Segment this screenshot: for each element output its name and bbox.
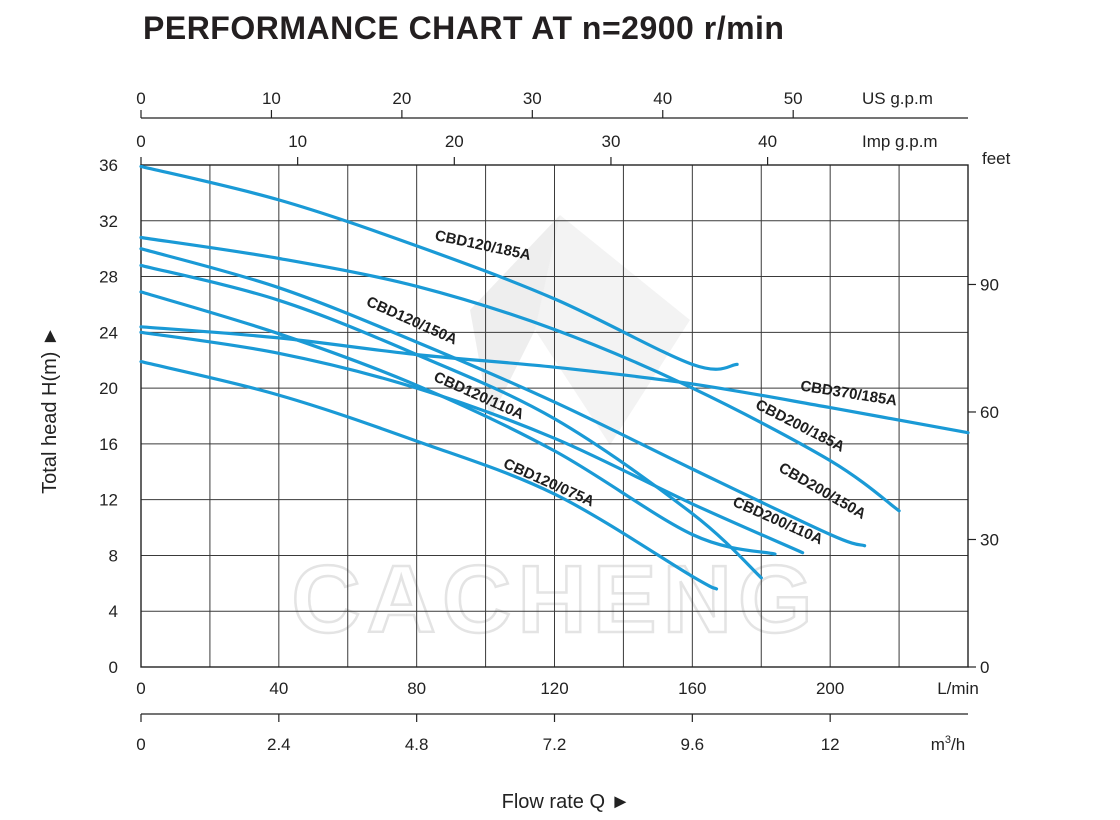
series-label-cbd200-150a: CBD200/150A — [776, 459, 869, 523]
impgpm-tick-label: 0 — [136, 132, 145, 151]
y-tick-label: 36 — [99, 156, 118, 175]
feet-tick-label: 60 — [980, 403, 999, 422]
series-line-cbd200-185a — [139, 235, 901, 513]
plot-frame — [140, 164, 969, 668]
y-tick-label: 28 — [99, 268, 118, 287]
usgpm-tick-label: 10 — [262, 89, 281, 108]
x-unit-label: L/min — [937, 679, 979, 698]
m3h-tick-label: 12 — [821, 735, 840, 754]
impgpm-tick-label: 20 — [445, 132, 464, 151]
series-label-cbd120-075a: CBD120/075A — [501, 455, 597, 510]
watermark-logo: CACHENG — [290, 215, 818, 654]
series-line-cbd120-185a — [139, 164, 739, 371]
series-line-cbd120-150a — [139, 263, 763, 580]
m3h-tick-label: 4.8 — [405, 735, 429, 754]
x-tick-label: 200 — [816, 679, 844, 698]
chart-title: PERFORMANCE CHART AT n=2900 r/min — [143, 10, 785, 46]
feet-tick-label: 30 — [980, 530, 999, 549]
y-tick-label: 0 — [109, 658, 118, 677]
x-tick-label: 120 — [540, 679, 568, 698]
usgpm-tick-label: 20 — [392, 89, 411, 108]
series-line-cbd120-075a — [139, 360, 719, 591]
usgpm-unit-label: US g.p.m — [862, 89, 933, 108]
usgpm-tick-label: 30 — [523, 89, 542, 108]
y-tick-label: 8 — [109, 546, 118, 565]
y-tick-label: 32 — [99, 212, 118, 231]
y-tick-label: 12 — [99, 491, 118, 510]
impgpm-tick-label: 30 — [601, 132, 620, 151]
x-tick-label: 160 — [678, 679, 706, 698]
series-group — [139, 164, 970, 591]
x-axis-title: Flow rate Q ► — [502, 791, 631, 813]
impgpm-unit-label: Imp g.p.m — [862, 132, 938, 151]
grid — [140, 164, 969, 668]
impgpm-tick-label: 10 — [288, 132, 307, 151]
feet-unit-label: feet — [982, 149, 1011, 168]
series-line-cbd200-150a — [139, 247, 867, 548]
series-line-cbd200-110a — [139, 330, 805, 555]
y-tick-label: 20 — [99, 379, 118, 398]
x-tick-label: 0 — [136, 679, 145, 698]
usgpm-tick-label: 0 — [136, 89, 145, 108]
x-tick-label: 40 — [269, 679, 288, 698]
impgpm-tick-label: 40 — [758, 132, 777, 151]
watermark-text: CACHENG — [291, 546, 818, 653]
m3h-unit-label: m3/h — [931, 734, 965, 754]
m3h-tick-label: 9.6 — [681, 735, 705, 754]
y-tick-label: 4 — [109, 602, 118, 621]
m3h-tick-label: 0 — [136, 735, 145, 754]
m3h-tick-label: 2.4 — [267, 735, 291, 754]
usgpm-tick-label: 50 — [784, 89, 803, 108]
y-axis-title: Total head H(m) ► — [39, 326, 61, 494]
feet-tick-label: 90 — [980, 275, 999, 294]
m3h-tick-label: 7.2 — [543, 735, 567, 754]
feet-tick-label: 0 — [980, 658, 989, 677]
series-line-cbd120-110a — [139, 290, 777, 556]
x-tick-label: 80 — [407, 679, 426, 698]
y-tick-label: 16 — [99, 435, 118, 454]
y-tick-label: 24 — [99, 323, 118, 342]
usgpm-tick-label: 40 — [653, 89, 672, 108]
series-line-cbd370-185a — [139, 325, 970, 435]
